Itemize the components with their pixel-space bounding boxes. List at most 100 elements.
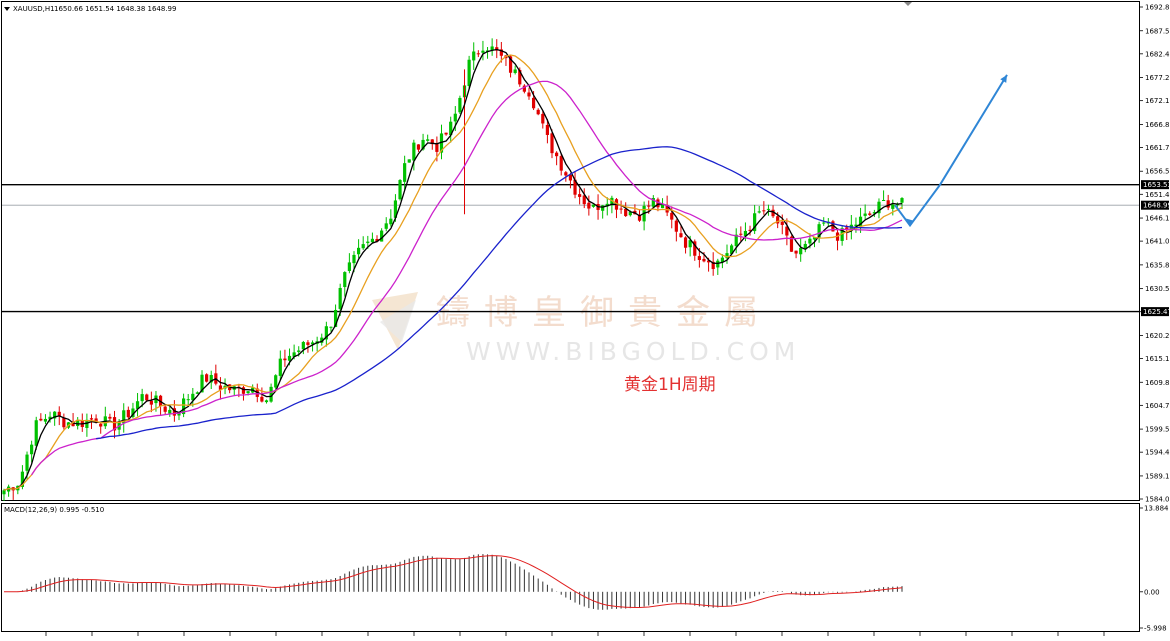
candle <box>264 399 269 404</box>
candle <box>320 333 324 346</box>
candle <box>48 411 52 423</box>
candle <box>310 340 315 352</box>
candle <box>135 392 140 417</box>
ma-orange-line <box>3 54 903 491</box>
candle <box>34 416 38 450</box>
price-tick-label: 1656.50 <box>1145 168 1170 176</box>
candle <box>389 209 393 227</box>
price-tick-label: 1661.75 <box>1145 144 1170 152</box>
candle <box>573 171 577 199</box>
price-pane <box>1 1 1140 501</box>
price-tick-label: 1609.85 <box>1145 379 1170 387</box>
candle <box>458 95 462 115</box>
moving-averages-layer <box>3 48 903 491</box>
candle <box>301 340 305 355</box>
macd-signal-line <box>4 555 903 608</box>
candle <box>674 219 678 242</box>
candle <box>619 200 623 214</box>
candle <box>683 236 688 254</box>
candle <box>112 410 117 439</box>
candle <box>398 179 402 201</box>
candle <box>785 218 789 246</box>
price-tick-label: 1677.20 <box>1145 74 1170 82</box>
candle <box>430 139 434 150</box>
candle <box>467 55 471 89</box>
candle <box>407 159 411 163</box>
candle <box>426 134 430 142</box>
candle <box>559 153 563 176</box>
candle <box>858 207 863 233</box>
candle <box>191 387 195 407</box>
candle <box>527 87 531 100</box>
candle <box>881 190 886 201</box>
price-tick-label: 1604.75 <box>1145 402 1170 410</box>
candle <box>766 204 771 216</box>
price-tick-label: 1589.15 <box>1145 472 1170 480</box>
candle <box>361 236 365 250</box>
ma-blue-line <box>96 146 903 440</box>
candle <box>739 226 743 242</box>
watermark-cn: 鑄博皇御貴金屬 <box>436 293 772 333</box>
price-tick-label: 1594.40 <box>1145 449 1170 457</box>
candle <box>679 225 683 238</box>
ma-fast-line <box>3 48 903 491</box>
chart-shift-marker-icon <box>904 2 912 6</box>
candle <box>343 271 347 297</box>
candle <box>794 250 798 259</box>
candle <box>513 65 517 75</box>
candle <box>149 391 153 413</box>
price-tick-label: 1646.15 <box>1145 215 1170 223</box>
candle <box>578 188 582 205</box>
price-tick-label: 1666.85 <box>1145 121 1170 129</box>
price-tick-label: 1641.05 <box>1145 238 1170 246</box>
resistance-price-tag: 1653.53 <box>1141 180 1170 190</box>
candle <box>444 132 448 136</box>
macd-pane <box>1 503 1140 632</box>
watermark: 鑄博皇御貴金屬 WWW.BIBGOLD.COM <box>372 292 800 366</box>
candle <box>356 239 361 259</box>
watermark-url: WWW.BIBGOLD.COM <box>466 337 800 366</box>
ohlc-readout: 1650.66 1651.54 1648.38 1648.99 <box>54 5 176 13</box>
candle <box>872 209 876 218</box>
symbol-label: XAUUSD,H1 <box>13 5 55 13</box>
candle <box>200 370 204 393</box>
candle <box>863 204 867 220</box>
ma-magenta-line <box>31 80 903 476</box>
macd-tick-label: 0.00 <box>1144 588 1160 596</box>
candle <box>536 108 540 116</box>
price-tick-label: 1599.50 <box>1145 426 1170 434</box>
candle <box>108 413 112 421</box>
price-axis: 1692.80 1687.55 1682.45 1677.20 1672.10 1666.… <box>1139 4 1170 504</box>
candle <box>803 240 807 253</box>
candle <box>891 199 895 216</box>
candle <box>324 321 328 347</box>
candle <box>168 406 172 417</box>
candle <box>762 201 766 215</box>
candle <box>582 188 586 209</box>
candle <box>868 211 872 216</box>
candle <box>241 385 246 401</box>
current-price-tag: 1648.99 <box>1141 200 1170 210</box>
price-tags: 1653.53 1648.99 1625.47 <box>1141 180 1170 317</box>
svg-text:1653.53: 1653.53 <box>1143 181 1170 189</box>
candle <box>126 406 130 421</box>
candle <box>205 373 209 383</box>
candle <box>283 349 287 367</box>
candle <box>541 110 545 129</box>
candle <box>30 440 34 463</box>
candle <box>757 205 761 214</box>
price-tick-label: 1630.55 <box>1145 285 1170 293</box>
candle <box>587 195 591 216</box>
candle <box>2 488 6 502</box>
candle <box>660 198 665 209</box>
candle <box>877 198 881 219</box>
macd-tick-label: -5.998 <box>1144 625 1167 633</box>
support-price-tag: 1625.47 <box>1141 307 1170 317</box>
candle <box>380 228 384 242</box>
candle <box>99 422 103 434</box>
projection-arrow <box>894 74 1008 228</box>
candle <box>416 144 421 152</box>
candle <box>39 413 43 422</box>
symbol-dropdown-icon[interactable] <box>4 7 10 11</box>
candle <box>716 258 720 275</box>
